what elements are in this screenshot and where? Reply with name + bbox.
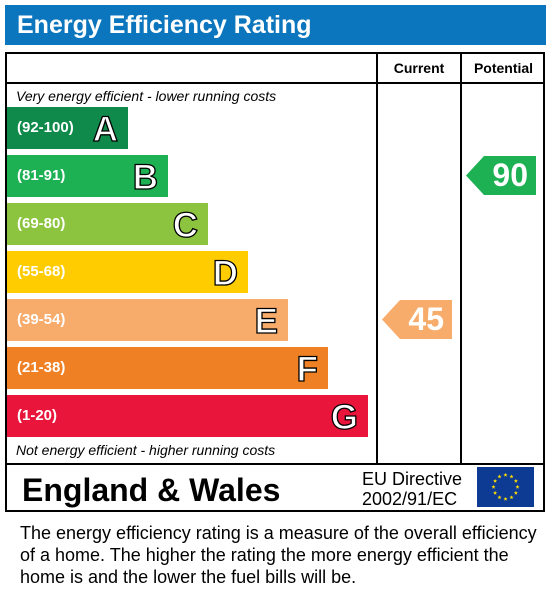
eu-star-icon	[513, 478, 518, 483]
potential-rating-arrow: 90	[466, 156, 536, 195]
band-range-label: (81-91)	[17, 167, 66, 184]
eu-star-icon	[509, 495, 514, 500]
eu-star-icon	[509, 474, 514, 479]
band-letter-label: G	[330, 397, 359, 437]
eu-star-icon	[497, 495, 502, 500]
header-divider	[5, 82, 545, 84]
country-label: England & Wales	[22, 472, 281, 508]
eu-star-icon	[493, 490, 498, 495]
divider-current	[376, 52, 378, 464]
eu-star-icon	[497, 474, 502, 479]
directive-line-1: EU Directive	[362, 469, 463, 489]
current-rating-value: 45	[408, 301, 444, 337]
band-letter-label: E	[254, 301, 279, 341]
band-d: (55-68) D	[7, 251, 248, 294]
footer-divider	[5, 463, 545, 465]
band-range-label: (21-38)	[17, 359, 66, 376]
eu-flag-icon	[477, 467, 534, 507]
band-range-label: (1-20)	[17, 407, 58, 424]
band-range-label: (55-68)	[17, 263, 66, 280]
band-a: (92-100) A	[7, 107, 128, 150]
eu-star-icon	[503, 472, 508, 477]
note-bottom: Not energy efficient - higher running co…	[16, 442, 276, 458]
column-header-current: Current	[393, 60, 445, 76]
chart-title: Energy Efficiency Rating	[17, 11, 312, 39]
rating-frame	[5, 52, 545, 512]
eu-star-icon	[515, 484, 520, 489]
band-letter-label: F	[296, 349, 319, 389]
potential-rating-value: 90	[492, 157, 528, 193]
band-letter-label: B	[132, 157, 159, 197]
eu-star-icon	[503, 496, 508, 501]
band-f: (21-38) F	[7, 347, 328, 390]
band-letter-label: C	[172, 205, 199, 245]
band-range-label: (39-54)	[17, 311, 66, 328]
directive-line-2: 2002/91/EC	[362, 489, 458, 509]
band-letter-label: A	[92, 109, 119, 149]
description-text: The energy efficiency rating is a measur…	[20, 523, 537, 587]
column-header-potential: Potential	[473, 60, 534, 76]
eu-star-icon	[493, 478, 498, 483]
band-letter-label: D	[212, 253, 239, 293]
band-b: (81-91) B	[7, 155, 168, 198]
band-e: (39-54) E	[7, 299, 288, 342]
eu-star-icon	[513, 490, 518, 495]
band-c: (69-80) C	[7, 203, 208, 246]
current-arrow-shape	[382, 300, 452, 339]
divider-potential	[460, 52, 462, 464]
band-g: (1-20) G	[7, 395, 368, 438]
band-range-label: (69-80)	[17, 215, 66, 232]
title-bar: Energy Efficiency Rating	[5, 5, 546, 45]
current-rating-arrow: 45	[382, 300, 452, 339]
band-range-label: (92-100)	[17, 119, 74, 136]
eu-star-icon	[491, 484, 496, 489]
note-top: Very energy efficient - lower running co…	[16, 88, 277, 104]
potential-arrow-shape	[466, 156, 536, 195]
